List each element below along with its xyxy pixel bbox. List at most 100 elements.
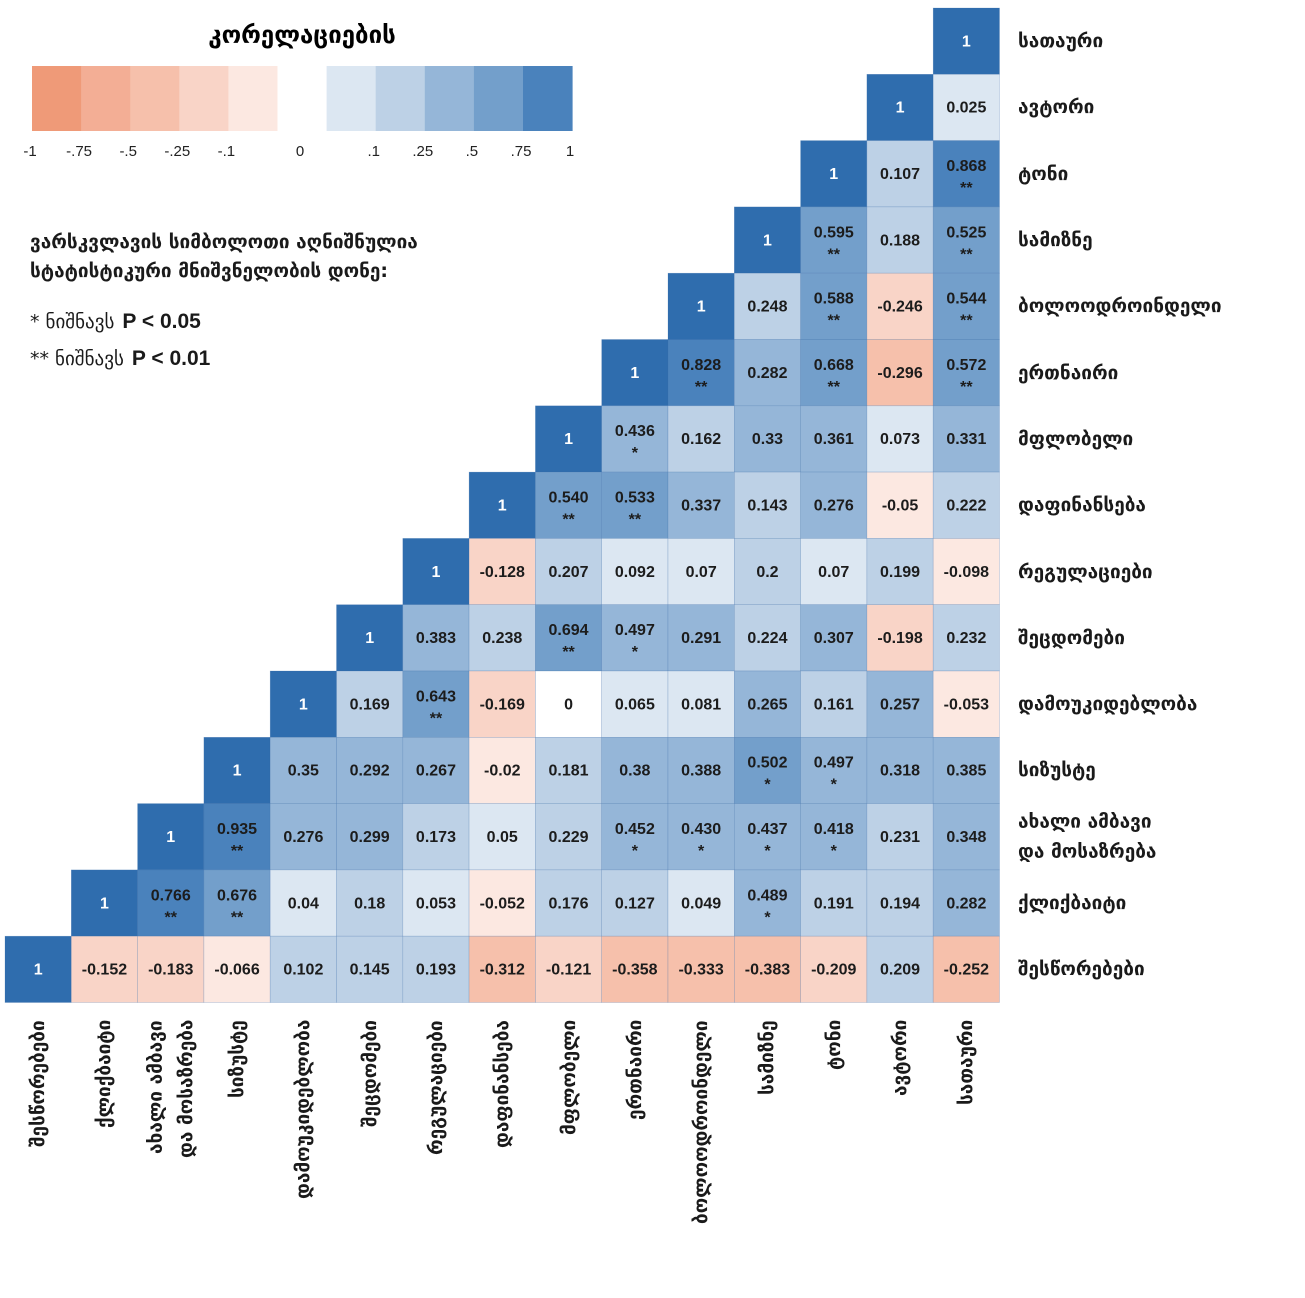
heatmap-cell	[932, 272, 1000, 340]
cell-value: 0.248	[747, 299, 787, 316]
cell-value: 0.388	[681, 763, 721, 780]
heatmap-cell	[866, 339, 934, 407]
heatmap-cell	[468, 935, 536, 1003]
heatmap-cell	[601, 869, 669, 937]
significance-stars: **	[231, 909, 244, 926]
column-label: სამიზნე	[756, 1020, 779, 1095]
heatmap-cell	[800, 538, 868, 606]
cell-value: 1	[233, 763, 242, 780]
cell-value: 1	[697, 299, 706, 316]
cell-value: 0.331	[946, 431, 986, 448]
heatmap-cell	[535, 471, 603, 539]
cell-value: 0.430	[681, 821, 721, 838]
cell-value: -0.296	[877, 365, 922, 382]
cell-value: -0.383	[745, 962, 790, 979]
cell-value: 0.102	[283, 962, 323, 979]
cell-value: 0.07	[686, 564, 717, 581]
cell-value: 1	[498, 497, 507, 514]
significance-stars: **	[562, 511, 575, 528]
row-label: შეცდომები	[1018, 626, 1125, 649]
significance-stars: **	[828, 313, 841, 330]
significance-stars: **	[960, 313, 973, 330]
cell-value: 0.533	[615, 489, 655, 506]
cell-value: 0.193	[416, 962, 456, 979]
cell-value: 0.265	[747, 696, 787, 713]
cell-value: 0.282	[946, 895, 986, 912]
cell-value: 0.544	[946, 291, 986, 308]
heatmap-cell	[468, 604, 536, 672]
heatmap-cell	[932, 140, 1000, 208]
cell-value: 0.385	[946, 763, 986, 780]
heatmap-cell	[733, 736, 801, 804]
cell-value: -0.252	[944, 962, 989, 979]
cell-value: 0.238	[482, 630, 522, 647]
heatmap-cell	[535, 604, 603, 672]
heatmap-cell	[535, 736, 603, 804]
cell-value: 0.143	[747, 497, 787, 514]
cell-value: 0.935	[217, 821, 257, 838]
heatmap-cell	[137, 935, 205, 1003]
cell-value: 0.437	[747, 821, 787, 838]
cell-value: 1	[34, 962, 43, 979]
significance-stars: **	[960, 379, 973, 396]
cell-value: 1	[630, 365, 639, 382]
heatmap-cell	[733, 803, 801, 871]
cell-value: 0.766	[151, 887, 191, 904]
significance-stars: **	[828, 246, 841, 263]
legend-tick-label: -1	[23, 143, 36, 160]
legend-title: კორელაციების	[208, 21, 395, 49]
row-label: შესწორებები	[1018, 958, 1145, 981]
heatmap-cell	[667, 803, 735, 871]
legend-swatch	[326, 66, 377, 131]
heatmap-cell	[800, 405, 868, 473]
heatmap-cell	[601, 339, 669, 407]
cell-value: 0.209	[880, 962, 920, 979]
cell-value: 0.452	[615, 821, 655, 838]
heatmap-cell	[800, 736, 868, 804]
cell-value: 0.292	[350, 763, 390, 780]
heatmap-cell	[866, 140, 934, 208]
cell-value: 0.025	[946, 100, 986, 117]
note-heading: ვარსკვლავის სიმბოლოთი აღნიშნულია	[30, 231, 418, 253]
cell-value: -0.312	[480, 962, 525, 979]
cell-value: 0.229	[549, 829, 589, 846]
row-label: ქლიქბაიტი	[1018, 891, 1127, 914]
heatmap-cell	[601, 405, 669, 473]
cell-value: -0.358	[612, 962, 657, 979]
row-label: ახალი ამბავი და მოსაზრება	[1018, 810, 1157, 863]
heatmap-cell	[733, 935, 801, 1003]
cell-value: 0.073	[880, 431, 920, 448]
heatmap-cell	[601, 803, 669, 871]
row-label: სათაური	[1018, 29, 1104, 52]
cell-value: 0.049	[681, 895, 721, 912]
cell-value: 0.199	[880, 564, 920, 581]
heatmap-cell	[336, 803, 404, 871]
cell-value: 0.181	[549, 763, 589, 780]
significance-stars: *	[698, 843, 705, 860]
heatmap-cell	[733, 869, 801, 937]
cell-value: 0.643	[416, 688, 456, 705]
cell-value: 0.224	[747, 630, 787, 647]
heatmap-cell	[733, 206, 801, 274]
heatmap-cell	[468, 869, 536, 937]
cell-value: 0.361	[814, 431, 854, 448]
significance-stars: *	[764, 777, 771, 794]
significance-note: ** ნიშნავს P < 0.01	[30, 347, 210, 371]
heatmap-cell	[866, 206, 934, 274]
heatmap-cell	[402, 869, 470, 937]
heatmap-cell	[800, 471, 868, 539]
significance-stars: **	[562, 644, 575, 661]
note-threshold: P < 0.01	[131, 347, 211, 370]
cell-value: 0.194	[880, 895, 920, 912]
cell-value: -0.121	[546, 962, 591, 979]
heatmap-cell	[932, 74, 1000, 141]
cell-value: 1	[962, 33, 971, 50]
cell-value: 0.868	[946, 158, 986, 175]
heatmap-cell	[733, 339, 801, 407]
significance-stars: **	[231, 843, 244, 860]
heatmap-cell	[800, 869, 868, 937]
cell-value: 1	[829, 166, 838, 183]
cell-value: 0.176	[549, 895, 589, 912]
row-label: ერთნაირი	[1018, 361, 1119, 384]
cell-value: 0.348	[946, 829, 986, 846]
